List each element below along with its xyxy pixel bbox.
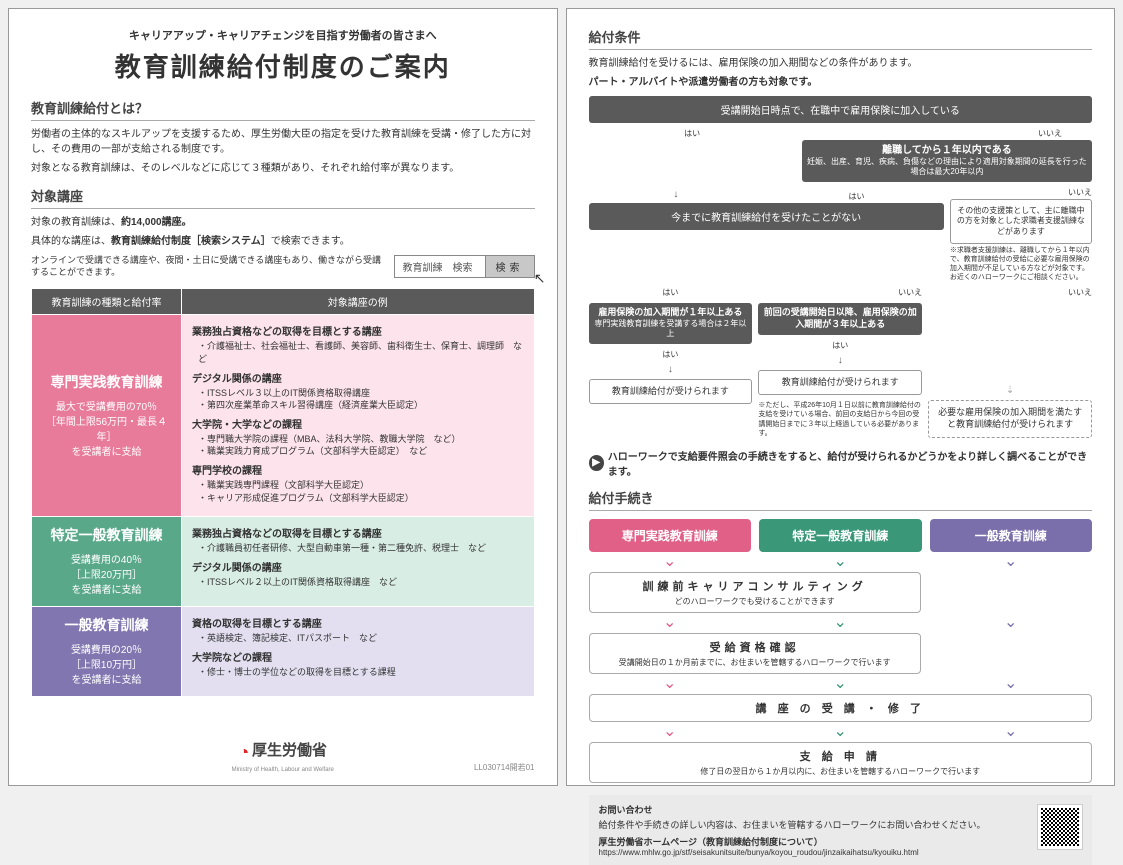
flowchart: 受講開始日時点で、在職中で雇用保険に加入している はい いいえ 離職してから１年… xyxy=(589,96,1093,438)
procedure-head: 給付手続き xyxy=(589,488,1093,511)
ministry-sub: Ministry of Health, Labour and Welfare xyxy=(232,767,334,773)
subtitle: キャリアアップ・キャリアチェンジを目指す労働者の皆さまへ xyxy=(31,27,535,43)
section-courses-head: 対象講座 xyxy=(31,186,535,209)
tab-green: 特定一般教育訓練 xyxy=(759,519,922,552)
search-button[interactable]: 検索 xyxy=(485,256,534,277)
step-box: 訓練前キャリアコンサルティングどのハローワークでも受けることができます xyxy=(589,572,921,613)
conditions-head: 給付条件 xyxy=(589,27,1093,50)
th-example: 対象講座の例 xyxy=(182,289,535,315)
flow-n4a: 雇用保険の加入期間が１年以上ある 専門実践教育訓練を受講する場合は２年以上 xyxy=(589,303,753,343)
contact-title: お問い合わせ xyxy=(599,803,1083,816)
main-title: 教育訓練給付制度のご案内 xyxy=(31,47,535,84)
training-type-cell: 専門実践教育訓練最大で受講費用の70％［年間上限56万円・最長４年］を受講者に支… xyxy=(32,315,182,517)
footer-code: LL030714開若01 xyxy=(474,762,535,773)
flow-n4b: 前回の受講開始日以降、雇用保険の加入期間が３年以上ある xyxy=(758,303,922,334)
tab-purple: 一般教育訓練 xyxy=(930,519,1093,552)
chevron-row: ⌄⌄⌄ xyxy=(589,722,1093,742)
ministry-name: 厚生労働省 xyxy=(252,742,327,759)
flow-n2: 離職してから１年以内である 妊娠、出産、育児、疾病、負傷などの理由により適用対象… xyxy=(802,140,1092,182)
contact-box: お問い合わせ 給付条件や手続きの詳しい内容は、お住まいを管轄するハローワークにお… xyxy=(589,795,1093,865)
search-row: オンラインで受講できる講座や、夜間・土日に受講できる講座もあり、働きながら受講す… xyxy=(31,255,535,278)
courses-count: 対象の教育訓練は、約14,000講座。 xyxy=(31,215,535,230)
training-type-cell: 特定一般教育訓練受講費用の40％［上限20万円］を受講者に支給 xyxy=(32,517,182,607)
contact-url[interactable]: https://www.mhlw.go.jp/stf/seisakunitsui… xyxy=(599,848,1083,857)
page-2: 給付条件 教育訓練給付を受けるには、雇用保険の加入期間などの条件があります。 パ… xyxy=(566,8,1116,786)
cond-p2: パート・アルバイトや派遣労働者の方も対象です。 xyxy=(589,75,1093,90)
training-type-cell: 一般教育訓練受講費用の20％［上限10万円］を受講者に支給 xyxy=(32,607,182,697)
training-example-cell: 業務独占資格などの取得を目標とする講座介護職員初任者研修、大型自動車第一種・第二… xyxy=(182,517,535,607)
step-box: 講 座 の 受 講 ・ 修 了 xyxy=(589,694,1093,722)
training-example-cell: 業務独占資格などの取得を目標とする講座介護福祉士、社会福祉士、看護師、美容師、歯… xyxy=(182,315,535,517)
flow-ng: 必要な雇用保険の加入期間を満たすと教育訓練給付が受けられます xyxy=(928,400,1092,437)
courses-search-text: 具体的な講座は、教育訓練給付制度［検索システム］で検索できます。 xyxy=(31,234,535,249)
flow-side: その他の支援策として、主に離職中の方を対象とした求職者支援訓練などがあります xyxy=(950,199,1092,244)
chevron-row: ⌄⌄⌄ xyxy=(589,613,1093,633)
section-what-p1: 労働者の主体的なスキルアップを支援するため、厚生労働大臣の指定を受けた教育訓練を… xyxy=(31,127,535,157)
step-box: 支 給 申 請修了日の翌日から１か月以内に、お住まいを管轄するハローワークで行い… xyxy=(589,742,1093,783)
flow-ok2: 教育訓練給付が受けられます xyxy=(758,370,922,396)
contact-line2: 厚生労働省ホームページ（教育訓練給付制度について） xyxy=(599,837,823,847)
contact-line1: 給付条件や手続きの詳しい内容は、お住まいを管轄するハローワークにお問い合わせくだ… xyxy=(599,818,1083,831)
tab-pink: 専門実践教育訓練 xyxy=(589,519,752,552)
search-box: 教育訓練 検索 検索 ↖ xyxy=(394,255,535,278)
chevron-row: ⌄⌄⌄ xyxy=(589,552,1093,572)
cond-p1: 教育訓練給付を受けるには、雇用保険の加入期間などの条件があります。 xyxy=(589,56,1093,71)
qr-code[interactable] xyxy=(1038,805,1082,849)
search-note: オンラインで受講できる講座や、夜間・土日に受講できる講座もあり、働きながら受講す… xyxy=(31,255,388,278)
hellowork-note: ▶ ハローワークで支給要件照会の手続きをすると、給付が受けられるかどうかをより詳… xyxy=(589,448,1093,478)
search-input[interactable]: 教育訓練 検索 xyxy=(395,256,485,277)
training-example-cell: 資格の取得を目標とする講座英語検定、簿記検定、ITパスポート など大学院などの課… xyxy=(182,607,535,697)
flow-ok1: 教育訓練給付が受けられます xyxy=(589,379,753,405)
flow-ok-note: ※ただし、平成26年10月１日以前に教育訓練給付の支給を受けている場合、前回の支… xyxy=(758,401,922,437)
cursor-icon: ↖ xyxy=(534,270,546,287)
training-table: 教育訓練の種類と給付率 対象講座の例 専門実践教育訓練最大で受講費用の70％［年… xyxy=(31,288,535,697)
chevron-row: ⌄⌄⌄ xyxy=(589,674,1093,694)
th-type: 教育訓練の種類と給付率 xyxy=(32,289,182,315)
logo-icon: ◔ xyxy=(239,742,250,762)
flow-side-note: ※求職者支援訓練は、離職してから１年以内で、教育訓練給付の受給に必要な雇用保険の… xyxy=(950,246,1092,282)
flow-n1: 受講開始日時点で、在職中で雇用保険に加入している xyxy=(589,96,1093,123)
arrow-icon: ▶ xyxy=(589,455,604,471)
flow-n3: 今までに教育訓練給付を受けたことがない xyxy=(589,203,944,230)
step-box: 受給資格確認受講開始日の１か月前までに、お住まいを管轄するハローワークで行います xyxy=(589,633,921,674)
page-1: キャリアアップ・キャリアチェンジを目指す労働者の皆さまへ 教育訓練給付制度のご案… xyxy=(8,8,558,786)
section-what-head: 教育訓練給付とは？ xyxy=(31,98,535,121)
section-what-p2: 対象となる教育訓練は、そのレベルなどに応じて３種類があり、それぞれ給付率が異なり… xyxy=(31,161,535,176)
procedure-tabs: 専門実践教育訓練 特定一般教育訓練 一般教育訓練 xyxy=(589,519,1093,552)
